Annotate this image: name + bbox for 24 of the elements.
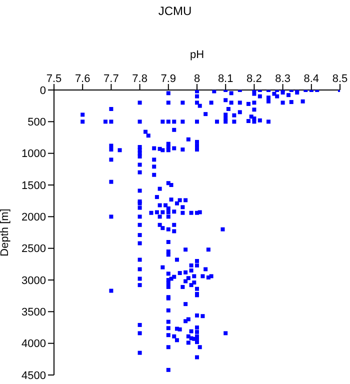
x-tick-label: 7.8	[132, 73, 148, 85]
x-tick-label: 7.5	[46, 73, 62, 85]
chart-title: JCMU	[157, 4, 193, 18]
y-tick-label: 0	[40, 84, 46, 97]
y-tick-label: 1000	[22, 148, 46, 160]
y-tick-label: 3500	[22, 306, 46, 319]
x-tick-label: 8.1	[218, 73, 234, 85]
y-tick-label: 2500	[22, 243, 46, 256]
y-tick-label: 4000	[22, 338, 46, 350]
x-tick-label: 7.9	[160, 73, 176, 85]
x-tick-label: 7.7	[104, 73, 119, 85]
x-tick-label: 8.2	[246, 73, 262, 85]
y-tick-label: 1500	[22, 180, 46, 192]
x-tick-label: 8.5	[332, 73, 348, 85]
y-axis-title: Depth [m]	[0, 208, 11, 256]
x-axis-title: pH	[190, 48, 204, 61]
x-tick-label: 8.3	[275, 73, 290, 85]
y-tick-label: 2000	[22, 212, 46, 224]
y-tick-label: 3000	[22, 274, 46, 287]
y-tick-label: 4500	[22, 370, 46, 382]
x-tick-label: 8.4	[304, 73, 320, 85]
x-tick-label: 8	[194, 73, 200, 85]
x-tick-label: 7.6	[74, 73, 90, 85]
y-tick-label: 500	[28, 116, 46, 129]
